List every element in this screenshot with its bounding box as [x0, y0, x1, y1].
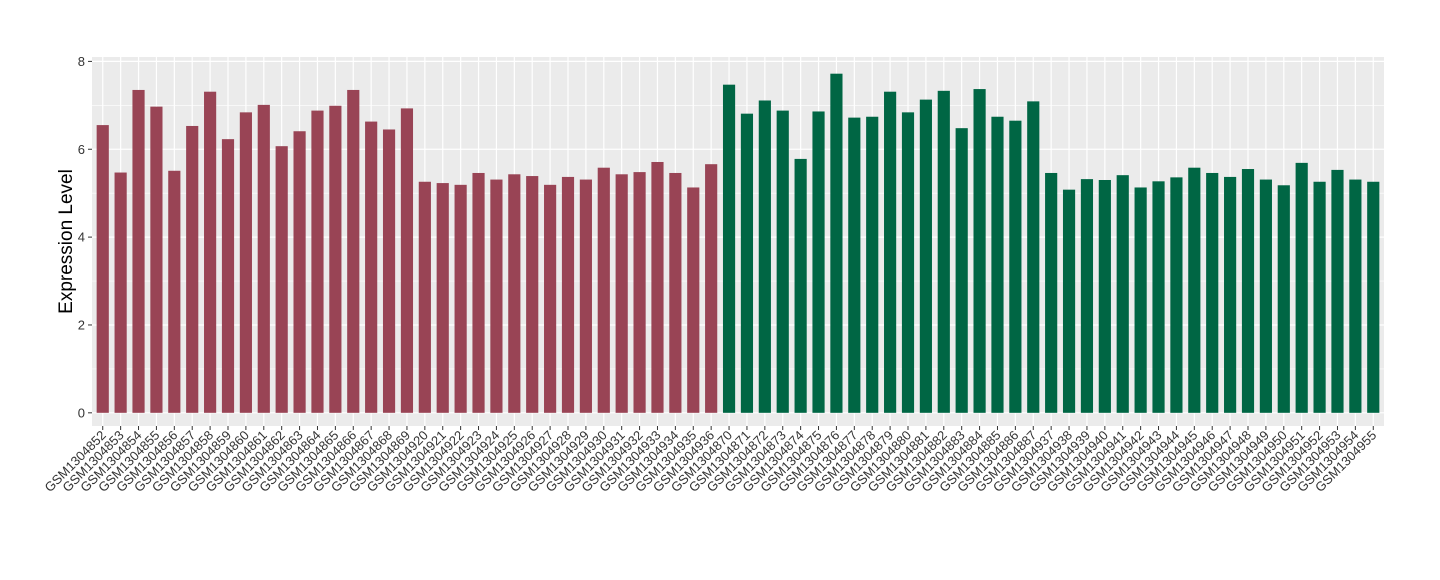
grid-minor [92, 105, 1384, 370]
y-tick-label: 2 [78, 317, 85, 332]
bar-GSM1304934 [669, 172, 682, 413]
bar-GSM1304872 [758, 100, 771, 413]
bar-GSM1304859 [221, 139, 235, 413]
bar-GSM1304921 [436, 183, 449, 413]
bar-GSM1304857 [186, 125, 199, 413]
y-tick-label: 4 [78, 230, 85, 245]
bar-GSM1304869 [400, 108, 414, 413]
bar-GSM1304881 [919, 99, 932, 413]
bar-GSM1304884 [973, 89, 986, 413]
bar-GSM1304955 [1367, 181, 1380, 413]
bar-GSM1304867 [365, 121, 378, 413]
bar-GSM1304938 [1062, 189, 1076, 413]
bar-GSM1304926 [526, 176, 539, 413]
bar-GSM1304952 [1313, 181, 1326, 413]
bar-GSM1304927 [544, 184, 557, 413]
y-axis: 0 2 4 6 8 [78, 54, 92, 420]
bar-GSM1304951 [1295, 162, 1308, 413]
plot-panel [92, 57, 1384, 426]
bar-GSM1304923 [472, 172, 485, 413]
bar-GSM1304887 [1027, 101, 1040, 413]
bar-GSM1304877 [848, 117, 861, 413]
bar-GSM1304865 [329, 105, 342, 413]
bar-GSM1304852 [96, 125, 109, 413]
bar-GSM1304920 [418, 181, 431, 413]
bar-GSM1304879 [884, 91, 897, 413]
bar-GSM1304942 [1134, 187, 1147, 413]
bar-GSM1304936 [705, 164, 718, 413]
bar-GSM1304930 [597, 167, 610, 413]
bar-GSM1304868 [382, 129, 396, 413]
bar-GSM1304856 [168, 170, 181, 413]
bar-GSM1304933 [651, 161, 664, 413]
bar-GSM1304932 [633, 172, 646, 413]
bar-GSM1304948 [1241, 169, 1255, 413]
bars [96, 73, 1380, 413]
bar-GSM1304876 [830, 73, 843, 413]
bar-GSM1304880 [901, 112, 915, 413]
bar-GSM1304871 [740, 113, 754, 413]
bar-GSM1304947 [1224, 176, 1237, 413]
bar-GSM1304853 [114, 172, 127, 413]
bar-GSM1304873 [776, 110, 789, 413]
bar-GSM1304925 [508, 174, 521, 413]
bar-GSM1304870 [722, 84, 736, 413]
bar-GSM1304937 [1045, 172, 1058, 413]
bar-GSM1304929 [579, 179, 592, 413]
bar-GSM1304940 [1098, 180, 1111, 413]
y-tick-label: 0 [78, 405, 85, 420]
bar-GSM1304885 [991, 116, 1004, 413]
bar-GSM1304946 [1206, 172, 1219, 413]
bar-GSM1304866 [347, 89, 360, 413]
bar-GSM1304928 [561, 176, 575, 413]
bar-GSM1304943 [1152, 181, 1165, 413]
bar-GSM1304882 [937, 90, 950, 413]
bar-GSM1304861 [257, 104, 270, 413]
y-tick-label: 6 [78, 142, 85, 157]
bar-GSM1304924 [490, 179, 503, 413]
x-axis: GSM1304852GSM1304853GSM1304854GSM1304855… [42, 426, 1379, 495]
bar-GSM1304949 [1259, 179, 1272, 413]
bar-GSM1304941 [1116, 175, 1129, 413]
bar-GSM1304953 [1331, 169, 1344, 413]
bar-GSM1304950 [1277, 185, 1290, 413]
bar-GSM1304954 [1349, 179, 1362, 413]
bar-GSM1304863 [293, 131, 306, 413]
bar-GSM1304944 [1170, 177, 1183, 413]
bar-GSM1304935 [687, 187, 700, 413]
bar-GSM1304945 [1188, 167, 1201, 413]
y-axis-label: Expression Level [56, 169, 77, 314]
y-tick-label: 8 [78, 54, 85, 69]
bar-GSM1304862 [275, 146, 288, 413]
bar-GSM1304875 [812, 111, 825, 413]
bar-GSM1304883 [955, 128, 968, 413]
bar-GSM1304855 [150, 106, 163, 413]
bar-GSM1304939 [1080, 179, 1094, 413]
bar-GSM1304922 [454, 184, 467, 413]
bar-GSM1304864 [311, 110, 324, 413]
bar-GSM1304854 [132, 89, 145, 413]
bar-GSM1304860 [239, 112, 252, 413]
bar-GSM1304874 [794, 158, 807, 413]
bar-GSM1304931 [615, 174, 628, 413]
bar-GSM1304886 [1009, 120, 1022, 413]
bar-GSM1304878 [866, 116, 879, 413]
bar-GSM1304858 [204, 91, 217, 413]
